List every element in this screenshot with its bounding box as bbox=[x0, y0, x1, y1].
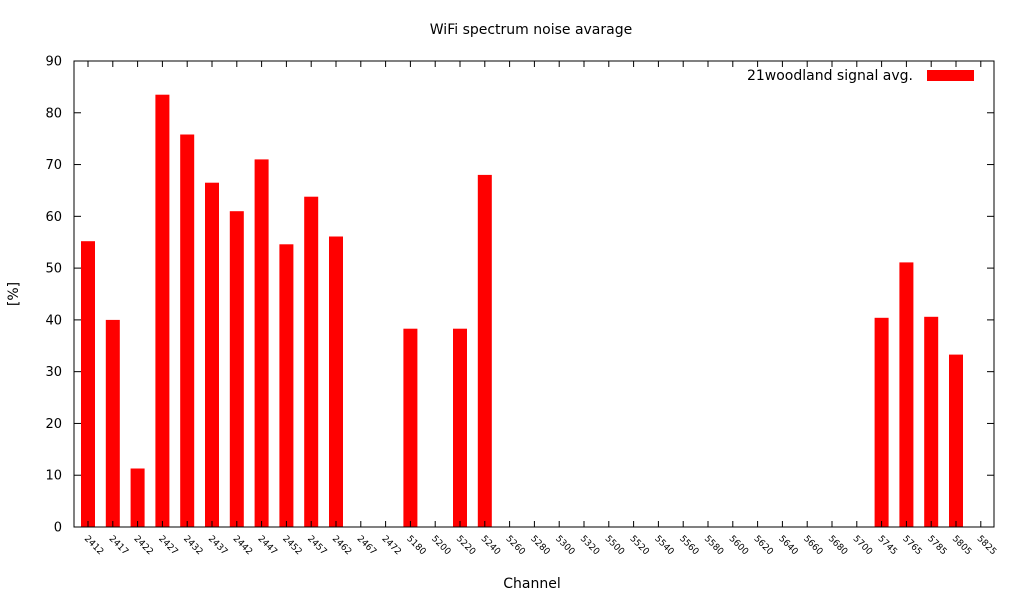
bar bbox=[180, 134, 195, 527]
x-tick-label: 5680 bbox=[826, 534, 849, 557]
y-tick-label: 70 bbox=[45, 158, 62, 173]
x-tick-label: 5600 bbox=[727, 534, 750, 557]
x-tick-label: 2452 bbox=[280, 534, 303, 557]
x-tick-label: 5220 bbox=[454, 534, 477, 557]
x-tick-label: 5805 bbox=[950, 534, 973, 557]
x-tick-label: 5500 bbox=[603, 534, 626, 557]
x-tick-label: 5260 bbox=[503, 534, 526, 557]
bar bbox=[949, 354, 963, 527]
x-tick-label: 5280 bbox=[528, 534, 551, 557]
bar bbox=[453, 328, 467, 527]
y-tick-label: 50 bbox=[45, 262, 62, 277]
legend-label: 21woodland signal avg. bbox=[747, 68, 913, 84]
bar bbox=[279, 244, 294, 528]
x-tick-label: 5620 bbox=[751, 534, 774, 557]
bar bbox=[403, 328, 418, 527]
x-tick-label: 5640 bbox=[776, 534, 799, 557]
x-tick-label: 2442 bbox=[231, 534, 254, 557]
y-tick-label: 40 bbox=[45, 313, 62, 328]
x-tick-label: 5825 bbox=[975, 534, 998, 557]
bar bbox=[304, 196, 319, 527]
bar bbox=[229, 211, 244, 527]
x-tick-label: 5200 bbox=[429, 534, 452, 557]
bar bbox=[924, 316, 939, 527]
y-axis-label: [%] bbox=[6, 282, 22, 306]
x-tick-label: 5320 bbox=[578, 534, 601, 557]
x-tick-label: 5240 bbox=[479, 534, 502, 557]
x-tick-label: 2462 bbox=[330, 534, 353, 557]
x-tick-label: 5765 bbox=[900, 534, 923, 557]
legend: 21woodland signal avg. bbox=[747, 68, 974, 84]
bar bbox=[899, 262, 914, 527]
y-tick-label: 10 bbox=[45, 469, 62, 484]
bar bbox=[254, 159, 269, 527]
x-tick-label: 2472 bbox=[379, 534, 402, 557]
plot-frame bbox=[73, 60, 995, 528]
x-tick-label: 2467 bbox=[355, 534, 378, 557]
x-tick-label: 5660 bbox=[801, 534, 824, 557]
bar bbox=[81, 241, 95, 527]
y-tick-label: 90 bbox=[45, 55, 62, 70]
x-tick-label: 5700 bbox=[851, 534, 874, 557]
bar bbox=[477, 174, 492, 527]
bars bbox=[81, 94, 963, 528]
y-tick-labels: 0 10 20 30 40 50 60 70 80 90 bbox=[45, 55, 62, 536]
x-tick-label: 2422 bbox=[131, 534, 154, 557]
x-tick-label: 5785 bbox=[925, 534, 948, 557]
y-tick-label: 20 bbox=[45, 417, 62, 432]
x-tick-label: 2427 bbox=[156, 534, 179, 557]
bar bbox=[130, 468, 145, 527]
axis-ticks bbox=[74, 60, 994, 528]
x-tick-labels: 2412 2417 2422 2427 2432 2437 2442 2447 2452 2457… bbox=[82, 534, 998, 557]
bar bbox=[329, 236, 343, 527]
x-tick-label: 5540 bbox=[652, 534, 675, 557]
y-tick-label: 30 bbox=[45, 365, 62, 380]
chart-title: WiFi spectrum noise avarage bbox=[430, 22, 632, 38]
y-tick-label: 0 bbox=[54, 521, 62, 536]
x-tick-label: 2437 bbox=[206, 534, 229, 557]
x-tick-label: 5520 bbox=[627, 534, 650, 557]
x-tick-label: 5580 bbox=[702, 534, 725, 557]
x-tick-label: 5560 bbox=[677, 534, 700, 557]
x-axis-label: Channel bbox=[503, 576, 560, 592]
bar bbox=[205, 182, 219, 527]
y-tick-label: 80 bbox=[45, 106, 62, 121]
bar bbox=[155, 94, 170, 527]
bar bbox=[874, 317, 889, 527]
x-tick-label: 5300 bbox=[553, 534, 576, 557]
x-tick-label: 5180 bbox=[404, 534, 427, 557]
x-tick-label: 2457 bbox=[305, 534, 328, 557]
x-tick-label: 5745 bbox=[875, 534, 898, 557]
bar bbox=[105, 319, 120, 527]
x-tick-label: 2417 bbox=[107, 534, 130, 557]
x-tick-label: 2412 bbox=[82, 534, 105, 557]
x-tick-label: 2432 bbox=[181, 534, 204, 557]
x-tick-label: 2447 bbox=[255, 534, 278, 557]
y-tick-label: 60 bbox=[45, 210, 62, 225]
legend-swatch bbox=[927, 70, 974, 81]
